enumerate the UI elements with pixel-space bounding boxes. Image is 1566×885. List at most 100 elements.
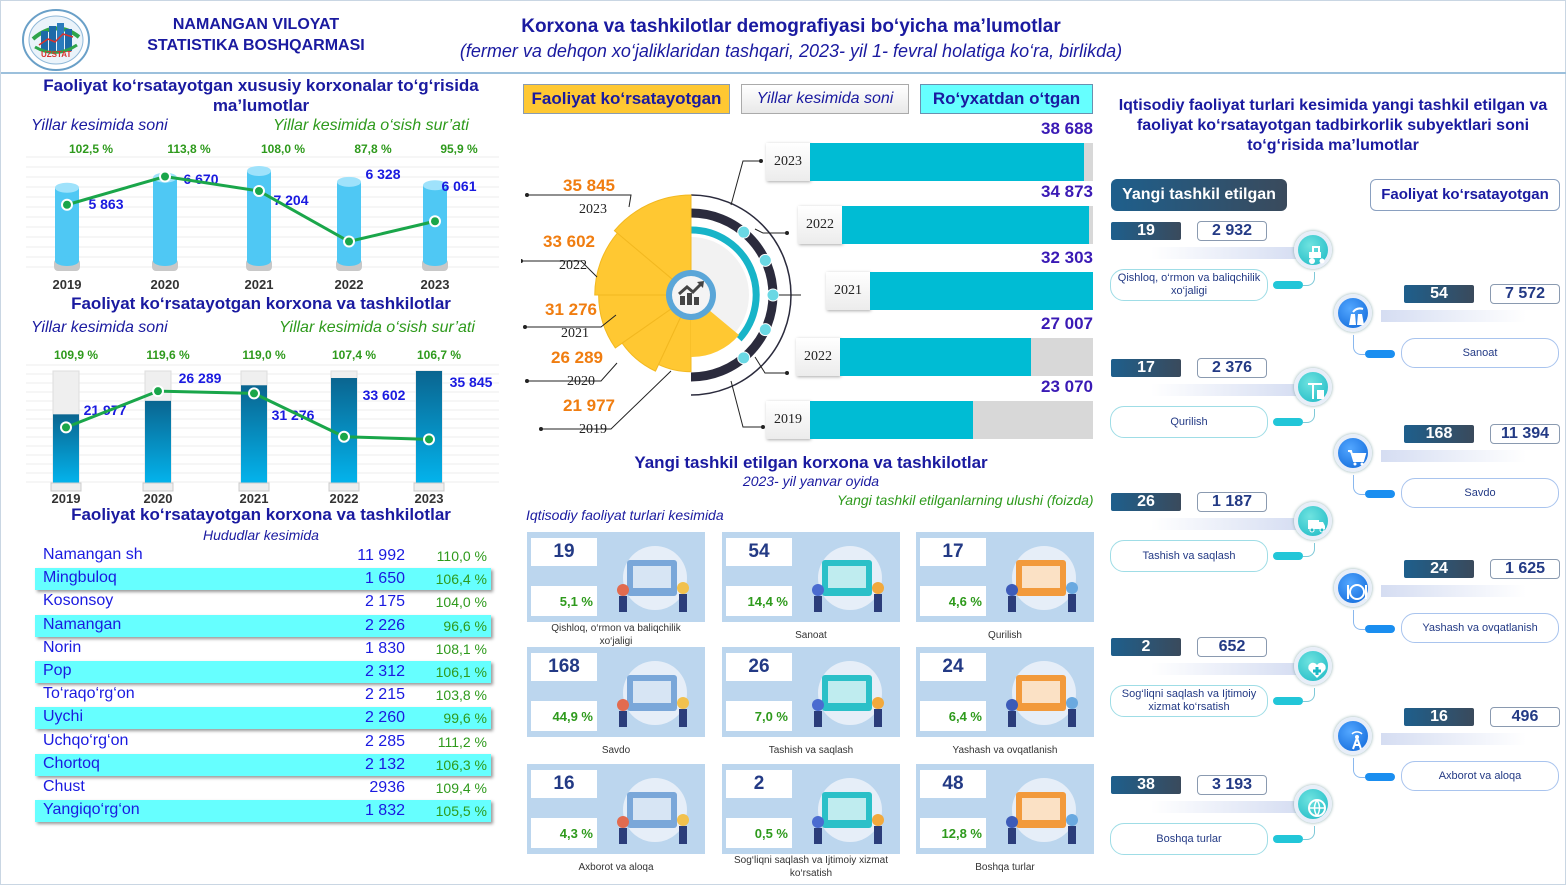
year-label: 2019	[53, 277, 82, 292]
slice-value: 33 602	[543, 232, 595, 251]
pie-slice	[613, 194, 692, 297]
bar	[331, 378, 357, 483]
card-share: 4,6 %	[920, 586, 986, 616]
growth-label: 95,9 %	[440, 142, 478, 156]
illustration-screen	[633, 566, 671, 588]
region-growth: 106,3 %	[435, 756, 487, 773]
year-label: 2023	[421, 277, 450, 292]
hbar-track	[810, 143, 1093, 181]
connector-curve	[1303, 826, 1315, 840]
region-growth: 106,4 %	[435, 571, 487, 588]
new-orgs-title: Yangi tashkil etilgan korxona va tashkil…	[634, 453, 988, 472]
region-name: Chortoq	[43, 754, 100, 772]
illustration-person	[812, 816, 824, 828]
cyan-ring	[690, 226, 760, 342]
card-count: 54	[726, 538, 792, 566]
growth-point	[248, 387, 260, 400]
region-growth: 105,5 %	[435, 803, 487, 820]
page-subtitle: (fermer va dehqon xo‘jaliklaridan tashqa…	[459, 41, 1123, 61]
ring-dot	[766, 288, 780, 302]
bar-cap	[247, 165, 271, 176]
leader-line	[541, 370, 672, 430]
bar-base	[50, 482, 82, 492]
icon-streak	[1381, 733, 1526, 745]
activity-card: 168 44,9 %	[527, 647, 705, 737]
card-count: 168	[531, 653, 597, 681]
leader-line	[527, 362, 618, 382]
region-row: Yangiqo‘rg‘on 1 832 105,5 %	[35, 800, 491, 823]
value-label: 6 061	[441, 178, 476, 194]
card-count: 2	[726, 770, 792, 798]
tractor-icon	[1294, 231, 1332, 269]
region-value: 11 992	[357, 547, 405, 564]
growth-point	[60, 421, 72, 434]
connector-line	[754, 356, 787, 374]
connector-pill	[1273, 697, 1303, 705]
connector-line	[754, 228, 787, 234]
activity-label: Qishloq, o‘rmon va baliqchilik xo‘jaligi	[1110, 269, 1268, 301]
card-label: Sanoat	[795, 630, 827, 641]
connector-curve	[1303, 543, 1315, 557]
illustration-screen	[633, 798, 671, 820]
illustration-person	[872, 814, 884, 826]
crane-icon	[1294, 368, 1332, 406]
connector-pill	[1273, 281, 1303, 289]
growth-label: 113,8 %	[167, 142, 211, 156]
growth-label: 107,4 %	[332, 348, 376, 362]
illustration-screen	[633, 681, 671, 703]
illustration-body	[619, 596, 627, 612]
illustration-body	[874, 709, 882, 727]
card-share: 0,5 %	[726, 818, 792, 848]
region-value: 1 832	[364, 802, 405, 820]
value-label: 35 845	[450, 374, 493, 390]
card-share: 5,1 %	[531, 586, 597, 616]
region-growth: 96,6 %	[443, 617, 487, 634]
new-orgs-subtitle: 2023- yil yanvar oyida	[742, 473, 880, 489]
bar-base	[328, 482, 360, 492]
card-label: Axborot va aloqa	[578, 862, 654, 873]
year-label: 2019	[52, 491, 81, 506]
chart2-left-label: Yillar kesimida soni	[31, 319, 168, 336]
regions-title: Faoliyat ko‘rsatayotgan korxona va tashk…	[71, 505, 451, 524]
card-illustration	[800, 770, 894, 848]
region-row: Uchqo‘rg‘on 2 285 111,2 %	[35, 731, 491, 753]
header-divider	[1, 72, 1566, 74]
card-label: Yashash va ovqatlanish	[952, 745, 1058, 756]
antenna-icon	[1334, 717, 1372, 755]
region-row: To‘raqo‘rg‘on 2 215 103,8 %	[35, 684, 491, 706]
leader-dot	[525, 379, 529, 383]
growth-point	[423, 433, 435, 446]
connector-curve	[1303, 409, 1315, 423]
hbar-year: 2023	[766, 143, 810, 181]
year-label: 2021	[240, 491, 269, 506]
illustration-body	[679, 594, 687, 612]
card-illustration	[800, 538, 894, 616]
connector-pill	[1273, 552, 1303, 560]
year-label: 2022	[330, 491, 359, 506]
connector-curve	[1353, 758, 1365, 778]
illustration-body	[814, 596, 822, 612]
activity-label: Yashash va ovqatlanish	[1401, 613, 1559, 643]
leader-line	[521, 260, 598, 278]
bar	[247, 170, 271, 261]
illustration-screen	[828, 681, 866, 703]
activity-label: Qurilish	[1110, 406, 1268, 438]
hbar-year: 2021	[826, 272, 870, 310]
activity-label: Savdo	[1401, 478, 1559, 508]
cart-icon	[1334, 434, 1372, 472]
region-row: Norin 1 830 108,1 %	[35, 638, 491, 660]
year-label: 2020	[151, 277, 180, 292]
ring-dot	[758, 323, 772, 337]
region-row: Pop 2 312 106,1 %	[35, 661, 491, 683]
value-label: 26 289	[179, 370, 222, 386]
illustration-screen	[828, 798, 866, 820]
bar	[145, 400, 171, 483]
active-count: 2 376	[1197, 358, 1267, 378]
bar	[337, 181, 361, 261]
regions-subtitle: Hududlar kesimida	[203, 527, 319, 543]
chart2-title: Faoliyat ko‘rsatayotgan korxona va tashk…	[71, 294, 451, 313]
bar-cap	[337, 176, 361, 187]
new-count: 26	[1111, 493, 1181, 511]
illustration-person	[872, 582, 884, 594]
growth-label: 108,0 %	[261, 142, 305, 156]
